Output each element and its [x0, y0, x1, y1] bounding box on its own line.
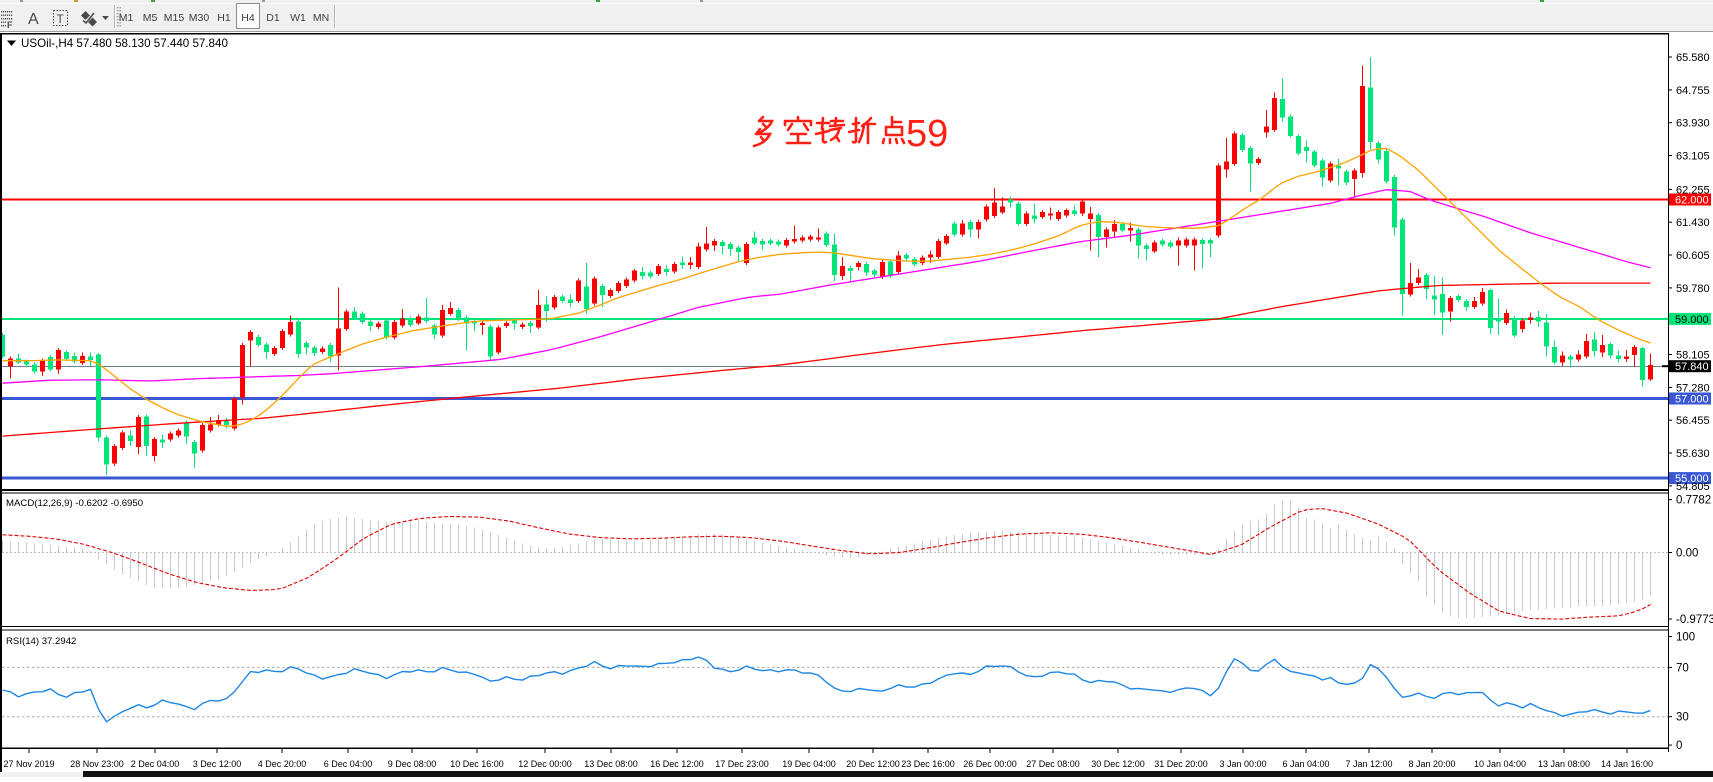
svg-text:27 Dec 08:00: 27 Dec 08:00 — [1026, 759, 1080, 769]
svg-text:0.00: 0.00 — [1676, 548, 1698, 560]
svg-text:H1: H1 — [217, 12, 231, 24]
svg-text:26 Dec 00:00: 26 Dec 00:00 — [963, 759, 1017, 769]
svg-text:M15: M15 — [164, 12, 185, 24]
svg-text:57.280: 57.280 — [1676, 382, 1710, 394]
svg-text:10 Jan 04:00: 10 Jan 04:00 — [1474, 759, 1526, 769]
svg-text:55.630: 55.630 — [1676, 448, 1710, 460]
svg-text:M1: M1 — [119, 12, 134, 24]
svg-text:14 Jan 16:00: 14 Jan 16:00 — [1601, 759, 1653, 769]
svg-text:13 Jan 08:00: 13 Jan 08:00 — [1538, 759, 1590, 769]
svg-text:4 Dec 20:00: 4 Dec 20:00 — [258, 759, 307, 769]
svg-text:23 Dec 16:00: 23 Dec 16:00 — [901, 759, 955, 769]
svg-text:2 Dec 04:00: 2 Dec 04:00 — [131, 759, 180, 769]
svg-text:65.580: 65.580 — [1676, 52, 1710, 64]
svg-text:30 Dec 12:00: 30 Dec 12:00 — [1091, 759, 1145, 769]
svg-text:56.455: 56.455 — [1676, 415, 1710, 427]
svg-text:54.805: 54.805 — [1676, 481, 1710, 493]
svg-text:28 Nov 23:00: 28 Nov 23:00 — [70, 759, 124, 769]
svg-text:17 Dec 23:00: 17 Dec 23:00 — [715, 759, 769, 769]
svg-text:USOil-,H4 57.480 58.130 57.44: USOil-,H4 57.480 58.130 57.440 57.840 — [21, 37, 228, 50]
svg-text:20 Dec 12:00: 20 Dec 12:00 — [846, 759, 900, 769]
svg-text:6 Dec 04:00: 6 Dec 04:00 — [324, 759, 373, 769]
svg-text:61.430: 61.430 — [1676, 217, 1710, 229]
svg-text:62.000: 62.000 — [1675, 195, 1709, 207]
svg-text:55.000: 55.000 — [1675, 473, 1709, 485]
svg-text:70: 70 — [1676, 662, 1689, 674]
svg-text:7 Jan 12:00: 7 Jan 12:00 — [1345, 759, 1392, 769]
svg-text:A: A — [28, 11, 39, 28]
svg-text:MACD(12,26,9) -0.6202 -0.6950: MACD(12,26,9) -0.6202 -0.6950 — [6, 498, 143, 509]
svg-text:27 Nov 2019: 27 Nov 2019 — [3, 759, 54, 769]
svg-text:63.105: 63.105 — [1676, 151, 1710, 163]
svg-text:58.105: 58.105 — [1676, 350, 1710, 362]
svg-text:60.605: 60.605 — [1676, 250, 1710, 262]
svg-text:100: 100 — [1676, 632, 1695, 644]
svg-text:59.780: 59.780 — [1676, 283, 1710, 295]
svg-text:MN: MN — [313, 12, 329, 24]
svg-text:0.7782: 0.7782 — [1676, 495, 1711, 507]
svg-text:W1: W1 — [290, 12, 306, 24]
svg-text:F: F — [7, 20, 13, 30]
svg-text:9 Dec 08:00: 9 Dec 08:00 — [388, 759, 437, 769]
svg-text:13 Dec 08:00: 13 Dec 08:00 — [584, 759, 638, 769]
svg-text:62.255: 62.255 — [1676, 184, 1710, 196]
svg-text:12 Dec 00:00: 12 Dec 00:00 — [518, 759, 572, 769]
svg-text:M30: M30 — [189, 12, 210, 24]
svg-text:6 Jan 04:00: 6 Jan 04:00 — [1282, 759, 1329, 769]
svg-text:16 Dec 12:00: 16 Dec 12:00 — [650, 759, 704, 769]
svg-text:57.840: 57.840 — [1675, 361, 1709, 373]
svg-text:T: T — [57, 12, 65, 26]
svg-text:63.930: 63.930 — [1676, 118, 1710, 130]
svg-text:0: 0 — [1676, 740, 1682, 752]
svg-text:19 Dec 04:00: 19 Dec 04:00 — [782, 759, 836, 769]
svg-text:M5: M5 — [143, 12, 158, 24]
svg-text:3 Dec 12:00: 3 Dec 12:00 — [193, 759, 242, 769]
svg-text:64.755: 64.755 — [1676, 85, 1710, 97]
svg-text:8 Jan 20:00: 8 Jan 20:00 — [1408, 759, 1455, 769]
svg-text:31 Dec 20:00: 31 Dec 20:00 — [1154, 759, 1208, 769]
svg-text:10 Dec 16:00: 10 Dec 16:00 — [450, 759, 504, 769]
svg-text:H4: H4 — [241, 12, 255, 24]
svg-text:57.000: 57.000 — [1675, 394, 1709, 406]
svg-text:3 Jan 00:00: 3 Jan 00:00 — [1219, 759, 1266, 769]
svg-text:-0.9773: -0.9773 — [1676, 614, 1713, 626]
svg-text:59: 59 — [906, 113, 948, 155]
svg-text:D1: D1 — [266, 12, 280, 24]
svg-text:30: 30 — [1676, 712, 1689, 724]
svg-text:RSI(14) 37.2942: RSI(14) 37.2942 — [6, 636, 76, 647]
svg-text:59.000: 59.000 — [1675, 314, 1709, 326]
